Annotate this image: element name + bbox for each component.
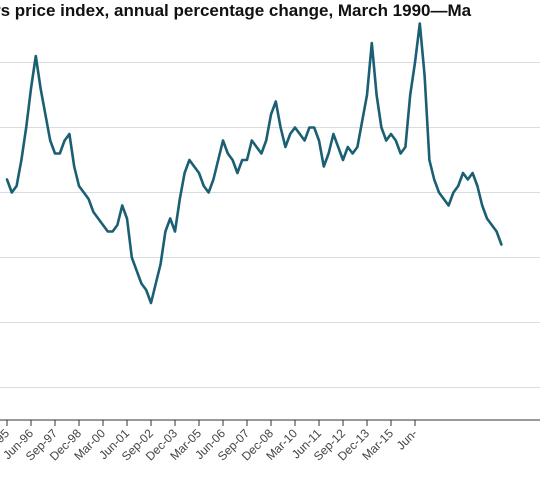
x-tick-label: Jun-: [394, 426, 420, 452]
series-line: [5, 22, 503, 305]
chart-title: rs price index, annual percentage change…: [0, 1, 472, 20]
